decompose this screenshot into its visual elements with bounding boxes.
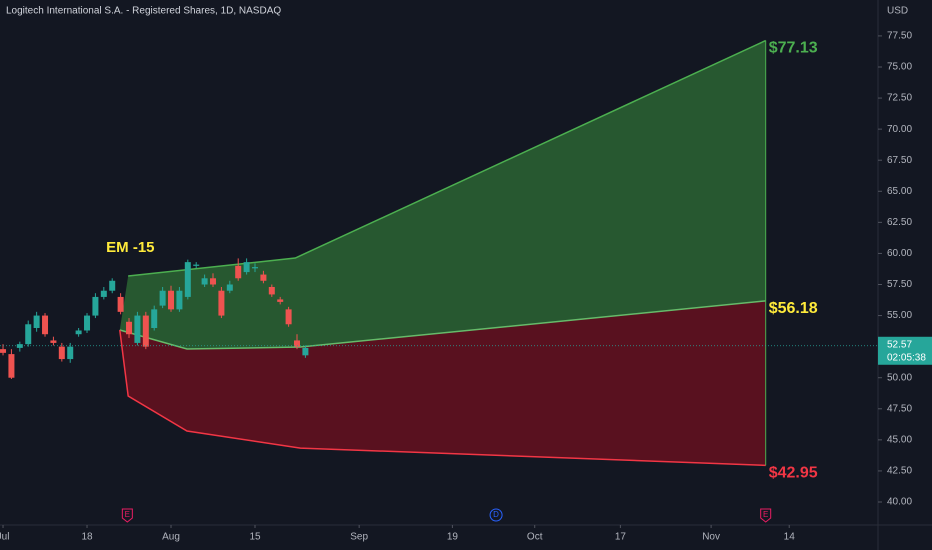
x-tick-label: Jul xyxy=(0,532,9,543)
x-tick-label: 17 xyxy=(615,532,627,543)
x-tick-label: 18 xyxy=(81,532,93,543)
y-tick-label: 70.00 xyxy=(887,124,912,135)
candle-body xyxy=(67,346,74,360)
chart-title: Logitech International S.A. - Registered… xyxy=(6,6,281,17)
candle-body xyxy=(260,274,267,281)
candle-body xyxy=(25,324,32,345)
y-tick-label: 50.00 xyxy=(887,372,912,383)
x-tick-label: Nov xyxy=(702,532,720,543)
x-tick-label: Oct xyxy=(527,532,543,543)
y-tick-label: 67.50 xyxy=(887,155,912,166)
candle-body xyxy=(168,290,175,310)
band-end-label: $77.13 xyxy=(769,40,818,57)
currency: USD xyxy=(887,6,908,17)
countdown: 02:05:38 xyxy=(887,352,926,363)
candle-body xyxy=(33,315,40,329)
candle-body xyxy=(151,309,158,329)
candle-body xyxy=(302,347,309,356)
event-label: E xyxy=(125,510,130,519)
candle-body xyxy=(285,309,292,325)
band-line xyxy=(119,300,766,350)
candle-body xyxy=(92,296,99,316)
candle-body xyxy=(84,315,91,331)
y-tick-label: 75.00 xyxy=(887,62,912,73)
y-tick-label: 77.50 xyxy=(887,31,912,42)
event-icon xyxy=(121,508,133,523)
band-line xyxy=(128,39,767,277)
annotation: EM -15 xyxy=(106,239,154,256)
x-tick-label: Aug xyxy=(162,532,180,543)
y-tick-label: 40.00 xyxy=(887,497,912,508)
candle-body xyxy=(252,267,259,269)
x-tick-label: 14 xyxy=(784,532,796,543)
candle-body xyxy=(277,299,284,302)
candle-body xyxy=(142,315,149,347)
candle-body xyxy=(58,346,65,360)
y-tick-label: 57.50 xyxy=(887,279,912,290)
candle-body xyxy=(100,290,107,297)
y-tick-label: 55.00 xyxy=(887,310,912,321)
lower-area xyxy=(119,300,766,466)
event-icon xyxy=(489,508,503,522)
candle-body xyxy=(117,296,124,312)
band-end-label: $42.95 xyxy=(769,465,818,482)
y-tick-label: 65.00 xyxy=(887,186,912,197)
candle-body xyxy=(243,262,250,273)
event-label: D xyxy=(493,510,499,519)
upper-area xyxy=(119,40,766,350)
candle-body xyxy=(201,278,208,285)
candle-body xyxy=(126,321,133,335)
y-tick-label: 60.00 xyxy=(887,248,912,259)
candle-body xyxy=(134,315,141,343)
band-end-label: $56.18 xyxy=(769,300,818,317)
y-tick-label: 45.00 xyxy=(887,435,912,446)
candle-body xyxy=(226,284,233,291)
candle-body xyxy=(50,340,57,343)
candle-body xyxy=(218,290,225,316)
y-tick-label: 72.50 xyxy=(887,93,912,104)
candle-body xyxy=(159,290,166,306)
candle-body xyxy=(42,315,49,335)
x-tick-label: 19 xyxy=(447,532,459,543)
candle-body xyxy=(0,349,7,353)
y-tick-label: 47.50 xyxy=(887,403,912,414)
candle-body xyxy=(193,264,200,266)
candle-body xyxy=(235,265,242,279)
candle-body xyxy=(16,344,23,348)
candle-body xyxy=(184,262,191,297)
candle-body xyxy=(210,278,217,285)
last-price-label: 52.57 xyxy=(887,339,912,350)
candle-body xyxy=(109,280,116,291)
event-icon xyxy=(760,508,772,523)
candle-body xyxy=(75,330,82,335)
candle-body xyxy=(8,354,15,378)
band-line xyxy=(119,329,766,467)
candle-body xyxy=(268,286,275,295)
y-tick-label: 62.50 xyxy=(887,217,912,228)
y-tick-label: 42.50 xyxy=(887,466,912,477)
candle-body xyxy=(294,340,301,347)
candle-body xyxy=(176,290,183,310)
last-price-box xyxy=(878,336,932,365)
x-tick-label: Sep xyxy=(350,532,368,543)
event-label: E xyxy=(763,510,768,519)
x-tick-label: 15 xyxy=(249,532,261,543)
